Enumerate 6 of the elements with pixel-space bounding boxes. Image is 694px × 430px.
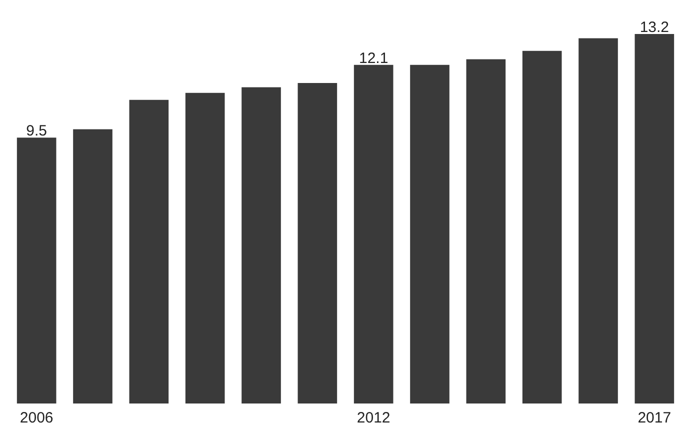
- data-label: 13.2: [640, 19, 670, 36]
- x-tick-label: 2006: [20, 410, 54, 426]
- data-label: 9.5: [26, 122, 48, 140]
- x-tick-label: 2012: [356, 410, 390, 426]
- data-label: 12.1: [358, 50, 388, 67]
- x-tick-label: 2017: [638, 410, 672, 426]
